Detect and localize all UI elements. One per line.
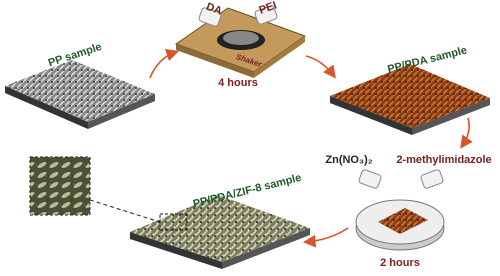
process-arrow <box>149 48 473 248</box>
sample-label: PP/PDA/ZIF-8 sample <box>192 172 303 211</box>
sample-label: PP/PDA sample <box>386 44 468 75</box>
zif8-slab <box>130 195 310 269</box>
pp-slab <box>5 60 155 129</box>
zoom-line <box>89 199 161 223</box>
reagent-label: 2-methylimidazole <box>396 154 491 166</box>
petri-dish <box>355 169 445 251</box>
reagent-label: PEI <box>258 0 279 17</box>
pp-pda-slab <box>330 64 490 135</box>
shaker <box>174 5 307 78</box>
reagent-label: DA <box>205 1 224 18</box>
sem-inset <box>29 156 91 216</box>
time-label: 2 hours <box>380 257 420 269</box>
time-label: 4 hours <box>218 77 258 89</box>
reagent-label: Zn(NO₃)₂ <box>325 154 372 166</box>
